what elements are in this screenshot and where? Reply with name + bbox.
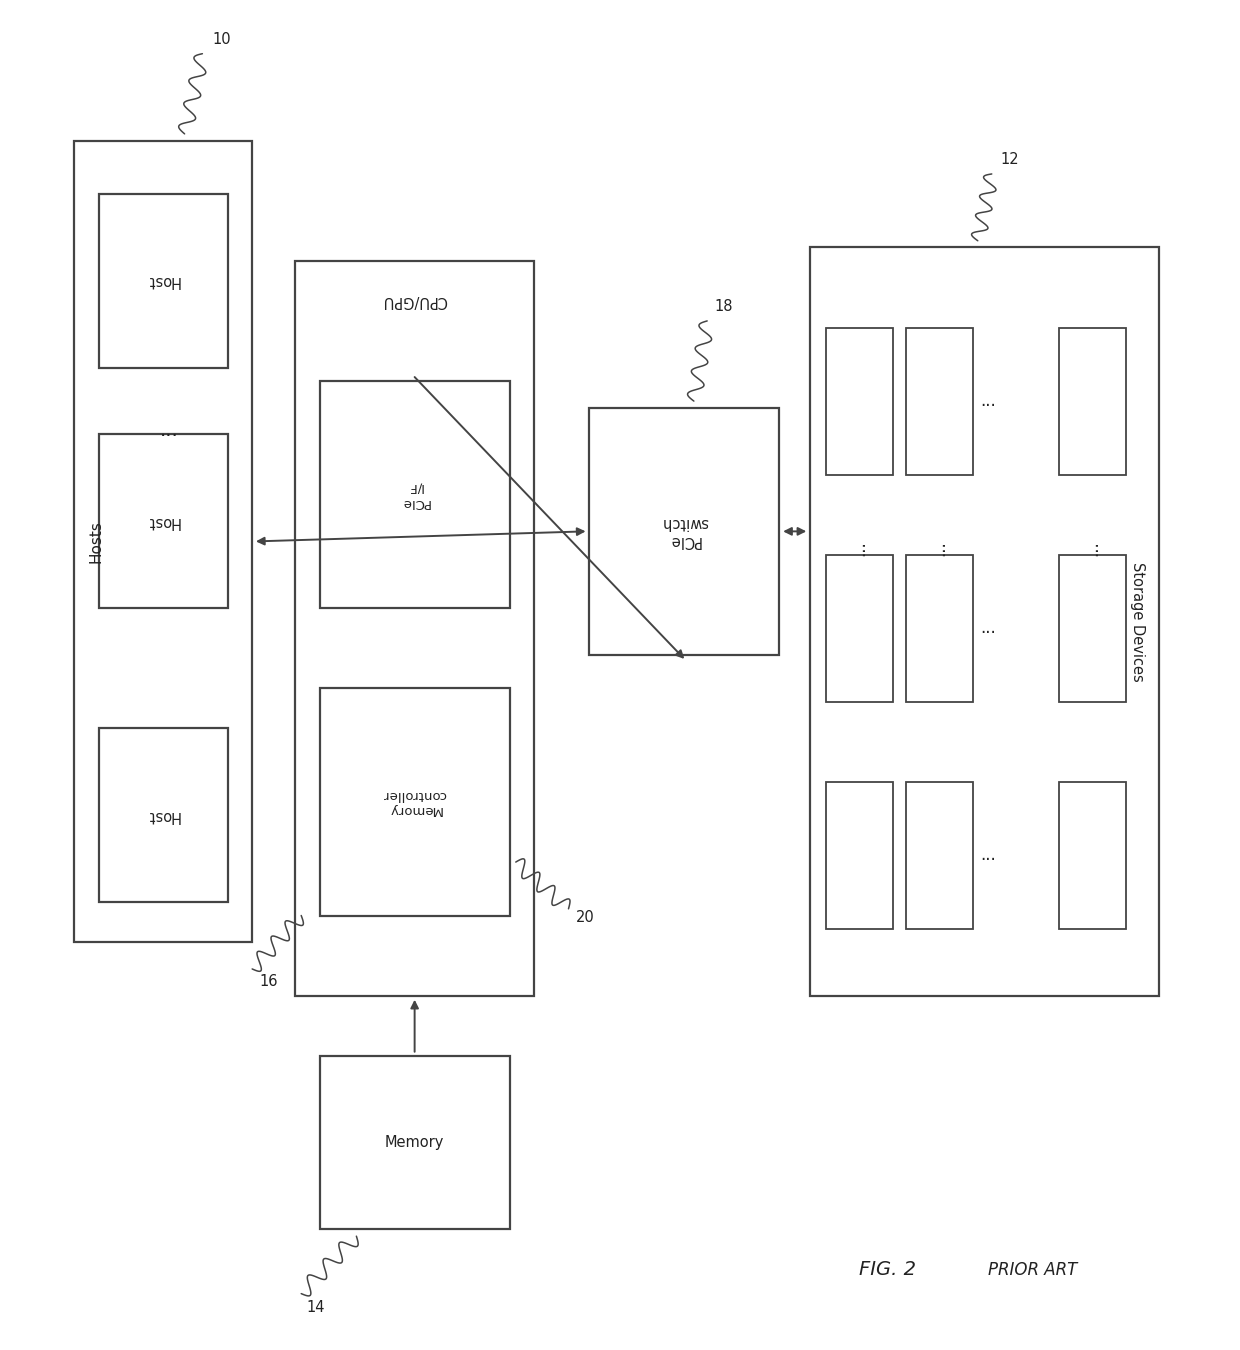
Text: ...: ... xyxy=(930,540,949,556)
Text: PRIOR ART: PRIOR ART xyxy=(988,1261,1078,1278)
Text: Host: Host xyxy=(146,273,180,289)
Text: Host: Host xyxy=(146,807,180,822)
Text: ...: ... xyxy=(980,846,996,864)
Text: Host: Host xyxy=(146,514,180,529)
Bar xyxy=(320,381,510,609)
Bar xyxy=(810,247,1159,996)
Text: 12: 12 xyxy=(1001,153,1019,167)
Text: ...: ... xyxy=(1084,540,1101,556)
Text: ...: ... xyxy=(980,620,996,637)
Text: 10: 10 xyxy=(212,32,231,47)
Bar xyxy=(826,782,894,929)
Bar xyxy=(99,194,228,367)
Text: FIG. 2: FIG. 2 xyxy=(859,1260,916,1278)
Text: CPU/GPU: CPU/GPU xyxy=(382,293,448,308)
Bar xyxy=(1059,328,1126,475)
Bar xyxy=(826,328,894,475)
Bar xyxy=(905,328,973,475)
Text: 14: 14 xyxy=(306,1300,325,1315)
Text: ...: ... xyxy=(160,421,179,440)
Bar xyxy=(74,140,252,942)
Bar xyxy=(99,435,228,609)
Bar xyxy=(320,1056,510,1230)
Text: PCIe
I/F: PCIe I/F xyxy=(401,481,429,509)
Bar xyxy=(905,555,973,702)
Text: ...: ... xyxy=(980,392,996,410)
Bar xyxy=(1059,782,1126,929)
Text: 16: 16 xyxy=(259,973,278,990)
Text: Storage Devices: Storage Devices xyxy=(1130,562,1145,682)
Bar xyxy=(1059,555,1126,702)
Bar xyxy=(99,729,228,902)
Text: Memory: Memory xyxy=(384,1135,444,1150)
Text: 20: 20 xyxy=(575,910,595,925)
Text: ...: ... xyxy=(851,540,869,556)
Bar xyxy=(589,408,780,655)
Text: PCIe
switch: PCIe switch xyxy=(661,516,708,548)
Bar xyxy=(320,688,510,915)
Text: 18: 18 xyxy=(714,300,733,315)
Text: Hosts: Hosts xyxy=(89,520,104,563)
Bar xyxy=(905,782,973,929)
Bar xyxy=(295,261,534,996)
Bar xyxy=(826,555,894,702)
Text: Memory
controller: Memory controller xyxy=(383,788,446,815)
